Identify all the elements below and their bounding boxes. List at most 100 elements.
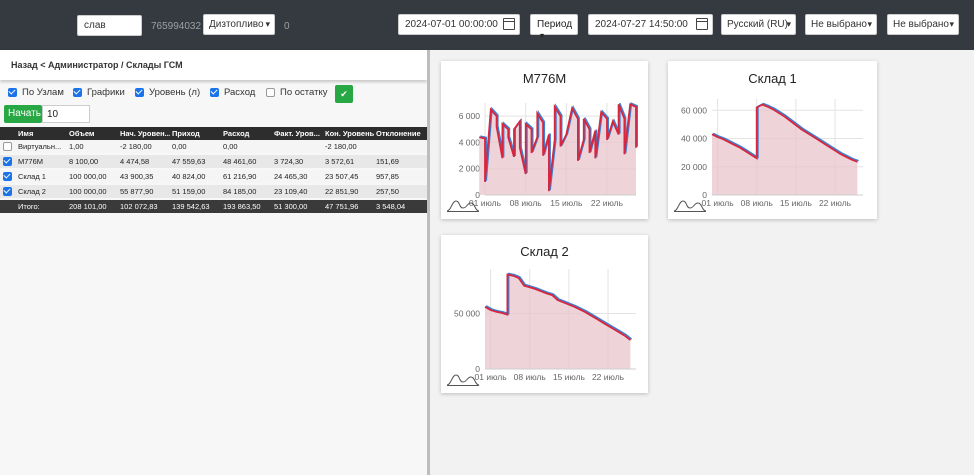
table-cell: 0,00 [172,142,187,151]
navigator-icon [446,200,480,212]
column-header[interactable]: Факт. Уров... [274,129,320,138]
y-tick-label: 40 000 [681,134,707,144]
chart-sklad1: 60 000 40 000 20 000 001 июль 08 июль 15 июль… [673,99,863,212]
column-header[interactable]: Отклонение [376,129,421,138]
consumption-checkbox[interactable]: Расход [210,87,255,98]
breadcrumb[interactable]: Назад < Администратор / Склады ГСМ [11,60,183,70]
chevron-down-icon: ▾ [949,19,954,29]
table-cell: 4 474,58 [120,157,150,166]
x-tick-label: 22 июль [591,198,624,208]
breadcrumb-bar: Назад < Администратор / Склады ГСМ [0,50,427,80]
table-row[interactable]: Склад 2 100 000,00 55 877,90 51 159,00 84 18… [0,185,427,198]
level-label: Уровень (л) [149,87,201,98]
table-cell: 957,85 [376,172,399,181]
calendar-icon[interactable] [696,18,708,30]
chevron-down-icon: ▾ [265,19,270,29]
row-checkbox-checked[interactable] [3,187,12,196]
consumption-label: Расход [224,87,256,98]
chart-title: Склад 2 [520,244,569,259]
row-checkbox-checked[interactable] [3,157,12,166]
series-line-red [479,102,637,192]
column-header[interactable]: Имя [18,129,34,138]
table-cell: Виртуальн... [18,142,62,151]
table-cell: 84 185,00 [223,187,257,196]
checkbox-checked-icon [135,88,144,97]
controls-panel: По Узлам Графики Уровень (л) Расход По о… [0,80,427,130]
start-button[interactable]: Начать [4,105,42,123]
fuel-type-select[interactable]: Дизтопливо ▾ [203,14,275,35]
chart-title: Склад 1 [748,71,797,86]
filter2-select[interactable]: Не выбрано ▾ [887,14,959,35]
table-total-row[interactable]: Итого: 208 101,00 102 072,83 139 542,63 193 … [0,200,427,213]
chart-title: M776M [522,71,567,86]
table-row[interactable]: Виртуальн... 1,00 -2 180,00 0,00 0,00 -2 180,… [0,140,427,153]
apply-check-button[interactable]: ✔ [335,85,353,103]
x-tick-label: 08 июль [741,198,774,208]
series-line-blue [485,272,633,340]
table-cell: 47 559,63 [172,157,206,166]
table-cell: 151,69 [376,157,399,166]
column-header[interactable]: Расход [223,129,250,138]
navigator-curve [446,374,480,386]
period-button-label: Период [537,19,573,30]
date-to-input[interactable]: 2024-07-27 14:50:00 [588,14,713,35]
series-area [485,274,631,369]
y-tick-label: 60 000 [681,105,707,115]
period-dropdown-button[interactable]: Период ▾ [530,14,578,40]
by-remainder-checkbox[interactable]: По остатку [266,87,327,98]
column-header[interactable]: Приход [172,129,200,138]
table-cell: 22 851,90 [325,187,359,196]
x-tick-label: 01 июль [702,198,735,208]
table-cell: 61 216,90 [223,172,257,181]
left-panel: Назад < Администратор / Склады ГСМ По Уз… [0,50,427,475]
navigator-curve [673,200,707,212]
y-tick-label: 0 [475,190,480,200]
language-select-value: Русский (RU) [727,19,788,30]
checkbox-checked-icon [210,88,219,97]
column-header[interactable]: Нач. Уровен... [120,129,170,138]
table-cell: 3 548,04 [376,202,406,211]
filter1-select[interactable]: Не выбрано ▾ [805,14,877,35]
navigator-icon [673,200,707,212]
search-input[interactable]: слав [77,15,142,36]
row-checkbox-unchecked[interactable] [3,142,12,151]
limit-input[interactable]: 10 [42,105,90,123]
table-cell: 40 824,00 [172,172,206,181]
table-cell: Склад 2 [18,187,46,196]
row-checkbox-checked[interactable] [3,172,12,181]
chart-m776m: 6 000 4 000 2 000 001 июль 08 июль 15 июль 22 … [446,102,639,212]
table-cell: 47 751,96 [325,202,359,211]
table-cell: 1,00 [69,142,84,151]
navigator-icon [446,374,480,386]
series-line-red [711,103,858,163]
x-tick-label: 08 июль [514,372,547,382]
charts-checkbox[interactable]: Графики [73,87,125,98]
calendar-icon[interactable] [503,18,515,30]
table-cell: 100 000,00 [69,172,107,181]
by-nodes-label: По Узлам [22,87,64,98]
by-nodes-checkbox[interactable]: По Узлам [8,87,64,98]
object-id-text: 765994032 [151,21,202,32]
y-tick-label: 50 000 [454,308,480,318]
table-cell: 208 101,00 [69,202,107,211]
chevron-down-icon: ▾ [786,19,791,29]
x-tick-label: 01 июль [475,372,508,382]
column-header[interactable]: Кон. Уровень [325,129,375,138]
navigator-curve [446,200,480,212]
chart-card-m776m: M776M 6 000 4 000 2 000 0 01 июль 08 июль 15 и… [441,61,648,219]
panel-splitter[interactable] [427,50,430,475]
series-line-blue [712,102,859,162]
series-area [479,104,636,195]
check-icon: ✔ [340,89,348,99]
level-checkbox[interactable]: Уровень (л) [135,87,200,98]
caret-down-icon: ▾ [540,31,545,40]
chart-card-sklad2: Склад 2 50 000 0 01 июль 08 июль 15 июль 22 и… [441,235,648,393]
table-row[interactable]: Склад 1 100 000,00 43 900,35 40 824,00 61 21… [0,170,427,183]
date-from-input[interactable]: 2024-07-01 00:00:00 [398,14,520,35]
table-cell: 3 572,61 [325,157,355,166]
x-tick-label: 22 июль [592,372,625,382]
language-select[interactable]: Русский (RU) ▾ [721,14,796,35]
column-header[interactable]: Объем [69,129,95,138]
checkbox-checked-icon [73,88,82,97]
table-row[interactable]: M776M 8 100,00 4 474,58 47 559,63 48 461,60 3… [0,155,427,168]
